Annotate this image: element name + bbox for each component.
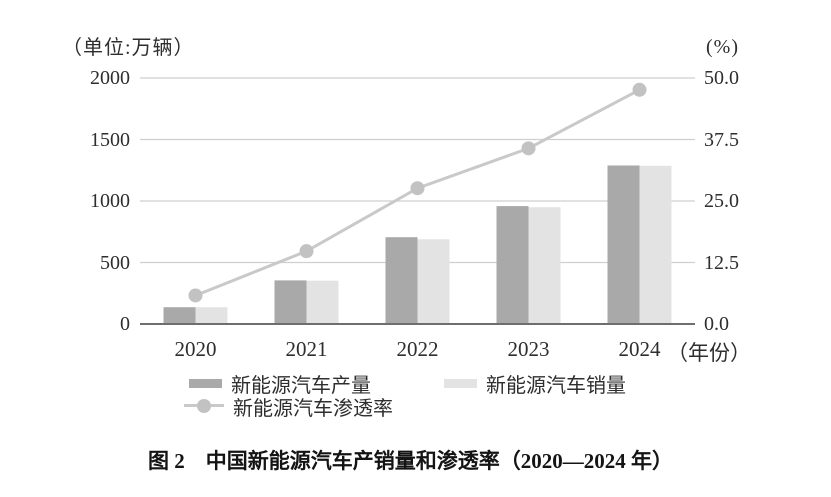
x-axis-suffix-label: （年份） <box>667 341 751 365</box>
right-axis-tick: 12.5 <box>704 251 739 274</box>
legend-item-penetration: 新能源汽车渗透率 <box>184 394 393 420</box>
right-axis-tick: 50.0 <box>704 67 739 89</box>
penetration-marker <box>410 181 425 196</box>
left-axis-tick: 0 <box>120 313 130 335</box>
left-axis-tick: 500 <box>100 251 130 274</box>
production-bar <box>163 307 196 324</box>
right-axis-unit-label: (%) <box>706 36 739 58</box>
production-bar <box>385 237 418 324</box>
production-bar <box>607 165 640 324</box>
sales-bar-swatch <box>444 378 477 388</box>
right-axis-tick: 25.0 <box>704 190 739 212</box>
sales-bar <box>639 165 672 324</box>
right-axis-tick: 37.5 <box>704 128 739 151</box>
legend-item-sales: 新能源汽车销量 <box>444 371 626 397</box>
x-axis-category-label: 2020 <box>174 337 217 361</box>
penetration-marker <box>188 288 203 303</box>
production-bar-swatch <box>189 378 222 388</box>
x-axis-category-label: 2021 <box>285 337 328 361</box>
penetration-marker-icon <box>197 399 211 413</box>
figure-caption: 图 2 中国新能源汽车产销量和渗透率（2020—2024 年） <box>148 449 673 473</box>
sales-legend-label: 新能源汽车销量 <box>486 374 626 397</box>
legend-item-production: 新能源汽车产量 <box>189 371 371 397</box>
penetration-marker <box>632 82 647 97</box>
sales-bar <box>528 207 561 324</box>
production-legend-label: 新能源汽车产量 <box>231 374 371 397</box>
left-axis-tick: 2000 <box>90 67 130 89</box>
penetration-legend-label: 新能源汽车渗透率 <box>233 397 393 420</box>
x-axis-category-label: 2022 <box>396 337 439 361</box>
production-bar <box>496 206 529 324</box>
penetration-line-swatch <box>184 394 224 418</box>
left-axis-unit-label: （单位:万辆） <box>62 37 195 59</box>
x-axis-category-label: 2023 <box>507 337 550 361</box>
sales-bar <box>195 307 228 324</box>
left-axis-tick: 1500 <box>90 128 130 151</box>
penetration-marker <box>521 141 536 156</box>
production-bar <box>274 280 307 324</box>
left-axis-tick: 1000 <box>90 190 130 212</box>
sales-bar <box>306 280 339 324</box>
right-axis-tick: 0.0 <box>704 313 729 335</box>
penetration-marker <box>299 244 314 259</box>
x-axis-category-label: 2024 <box>618 337 661 361</box>
sales-bar <box>417 239 450 324</box>
